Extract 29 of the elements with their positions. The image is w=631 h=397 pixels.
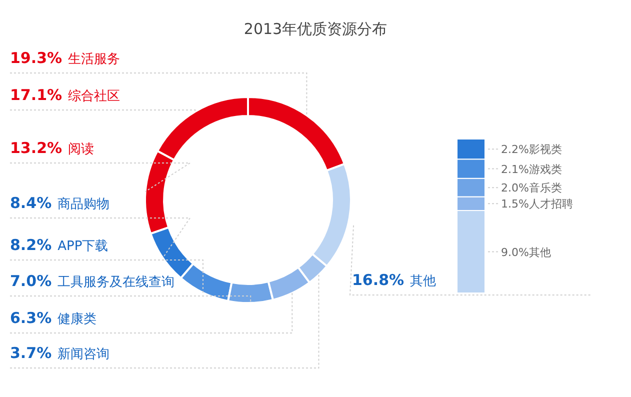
slice-label: APP下载	[58, 239, 108, 254]
slice-label: 综合社区	[68, 89, 120, 104]
data-label: 2.2%	[501, 143, 529, 156]
data-label: 9.0%	[501, 246, 529, 259]
slice-label: 商品购物	[58, 197, 110, 212]
text: 游戏类	[529, 162, 562, 176]
text: 音乐类	[529, 182, 562, 195]
data-label: 8.2%	[10, 236, 52, 254]
slice-label: 生活服务	[68, 52, 120, 67]
text: 人才招聘	[529, 198, 573, 211]
data-label: 19.3%	[10, 49, 62, 67]
slice-label: 阅读	[68, 142, 94, 157]
data-label: 8.4%	[10, 194, 52, 212]
data-label: 6.3%	[10, 309, 52, 327]
data-label: 7.0%	[10, 272, 52, 290]
data-label: 16.8%	[352, 271, 404, 289]
text: 影视类	[529, 143, 562, 156]
data-label: 17.1%	[10, 86, 62, 104]
slice-label: 新闻咨询	[58, 347, 110, 362]
text: 其他	[529, 246, 551, 259]
slice-label: 健康类	[58, 312, 97, 327]
slice-label: 工具服务及在线查询	[58, 275, 175, 290]
chart-title: 2013年优质资源分布	[242, 20, 388, 39]
data-label: 3.7%	[10, 344, 52, 362]
data-label: 13.2%	[10, 139, 62, 157]
data-label: 2.0%	[501, 182, 529, 195]
data-label: 1.5%	[501, 198, 529, 211]
data-label: 2.1%	[501, 162, 529, 176]
slice-label: 其他	[410, 274, 436, 289]
